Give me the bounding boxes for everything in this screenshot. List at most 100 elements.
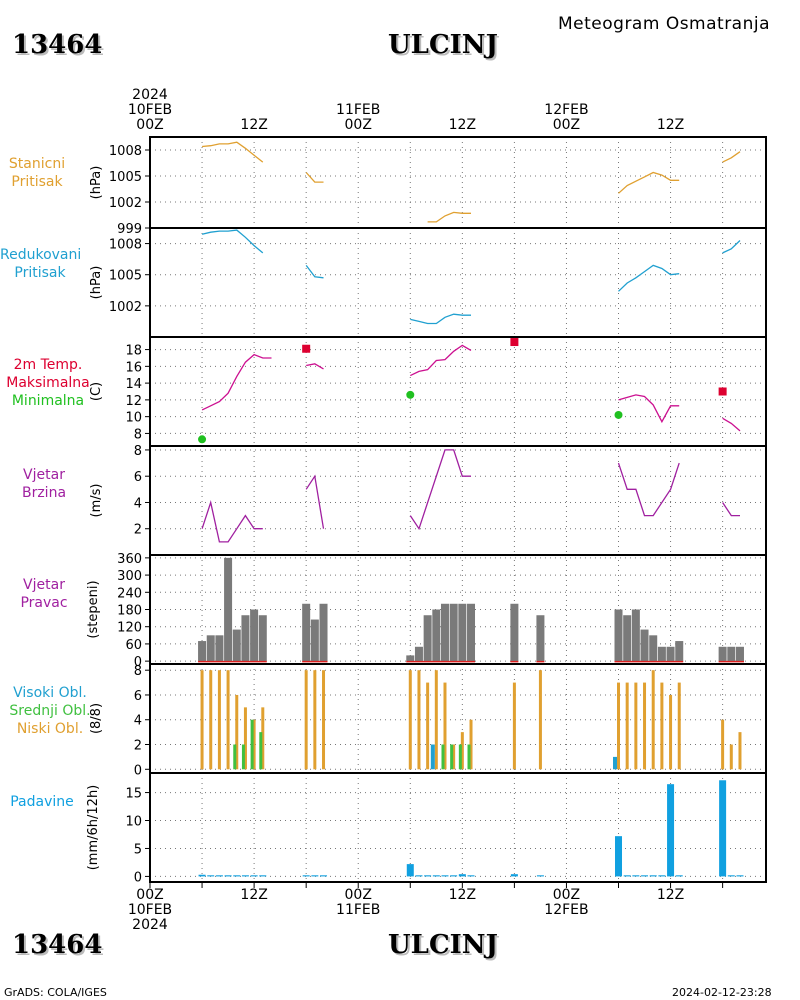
- low-cloud-bar: [617, 682, 621, 770]
- panel-label-temperature: 2m Temp. Maksimalna Minimalna: [0, 356, 96, 410]
- y-tick-label: 5: [134, 842, 142, 857]
- low-cloud-bar: [452, 744, 456, 770]
- tmin-marker: [198, 435, 207, 444]
- y-axis-label: (mm/6h/12h): [86, 785, 101, 871]
- low-cloud-bar: [200, 670, 204, 770]
- wind-speed-line: [201, 500, 263, 543]
- temperature-line: [618, 394, 680, 424]
- time-label-top: 2024: [132, 87, 168, 103]
- panel-label-clouds: Visoki Obl. Srednji Obl. Niski Obl.: [0, 684, 100, 738]
- reduced-pressure-line: [722, 240, 741, 254]
- y-tick-label: 2: [134, 523, 142, 538]
- panel-plot-area: [198, 338, 741, 444]
- wind-direction-bar: [423, 615, 432, 662]
- wind-direction-bar: [302, 603, 311, 662]
- chart-title: Meteogram Osmatranja: [558, 14, 771, 34]
- precip-bar: [406, 864, 414, 877]
- mid-cloud-bar: [241, 744, 245, 770]
- low-cloud-bar: [660, 682, 664, 770]
- precip-bar: [667, 784, 675, 877]
- station-pressure-line: [202, 141, 264, 163]
- wind-direction-bar: [675, 641, 684, 662]
- temperature-line: [201, 353, 272, 411]
- y-axis-label: (m/s): [89, 484, 104, 518]
- y-tick-label: 1008: [109, 238, 142, 253]
- precip-bar: [302, 875, 310, 877]
- precip-bar: [450, 875, 458, 877]
- y-tick-label: 15: [125, 787, 142, 802]
- precip-bar: [623, 875, 631, 877]
- wind-direction-bar: [718, 646, 727, 662]
- panel-plot-area: [201, 449, 740, 543]
- low-cloud-bar: [738, 732, 742, 770]
- precip-bar: [424, 875, 432, 877]
- station-pressure-line: [305, 172, 324, 183]
- reduced-pressure-line: [410, 313, 471, 325]
- low-cloud-bar: [252, 719, 256, 770]
- wind-direction-bar: [406, 655, 415, 662]
- label-line: 2m Temp.: [13, 357, 83, 373]
- time-label-top: 12Z: [449, 117, 476, 133]
- station-pressure-line: [618, 171, 680, 194]
- station-pressure-line: [722, 151, 741, 163]
- time-label-top: 00Z: [345, 117, 372, 133]
- precip-bar: [415, 875, 423, 877]
- y-tick-label: 1005: [109, 170, 142, 185]
- precip-bar: [241, 875, 249, 877]
- precip-bar: [207, 875, 215, 877]
- tmax-marker: [510, 338, 519, 347]
- wind-direction-bar: [215, 635, 224, 662]
- panel-frame: [149, 227, 767, 338]
- y-tick-label: 12: [125, 394, 142, 409]
- low-cloud-bar: [443, 682, 447, 770]
- wind-direction-bar: [631, 609, 640, 662]
- panel-label-reduced-pressure: Redukovani Pritisak: [0, 246, 82, 282]
- panel-plot-area: [200, 670, 742, 770]
- wind-direction-bar: [666, 646, 675, 662]
- y-tick-label: 4: [134, 496, 142, 511]
- precip-bar: [215, 875, 223, 877]
- panel-plot-area: [202, 141, 741, 223]
- mid-cloud-bar: [250, 719, 254, 770]
- y-axis-label: (8/8): [89, 703, 104, 734]
- time-label-top: 10FEB: [128, 102, 172, 118]
- label-line: Minimalna: [11, 393, 85, 409]
- precip-bar: [441, 875, 449, 877]
- wind-direction-bar: [310, 619, 319, 662]
- wind-direction-bar: [536, 615, 545, 662]
- y-tick-label: 8: [134, 444, 142, 459]
- low-cloud-bar: [643, 682, 647, 770]
- precip-bar: [536, 875, 544, 877]
- precip-bar: [259, 875, 267, 877]
- precip-bar: [675, 875, 683, 877]
- y-tick-label: 240: [117, 586, 142, 601]
- low-cloud-bar: [322, 670, 326, 770]
- wind-speed-line: [617, 462, 680, 517]
- low-cloud-bar: [512, 682, 516, 770]
- low-cloud-bar: [669, 694, 673, 770]
- wind-direction-bar: [727, 646, 736, 662]
- label-line: Redukovani: [0, 247, 82, 263]
- reduced-pressure-line: [201, 229, 264, 254]
- y-tick-label: 60: [125, 638, 142, 653]
- wind-direction-bar: [224, 557, 233, 662]
- time-label-top: 11FEB: [336, 102, 380, 118]
- footer-software: GrADS: COLA/IGES: [4, 986, 107, 999]
- time-label-bottom: 00Z: [553, 887, 580, 903]
- time-label-bottom: 12Z: [657, 887, 684, 903]
- y-tick-label: 999: [117, 222, 142, 237]
- low-cloud-bar: [677, 682, 681, 770]
- panel-frame: [149, 336, 767, 447]
- panel-label-station-pressure: Stanicni Pritisak: [4, 155, 70, 191]
- label-line: Pravac: [20, 595, 68, 611]
- y-axis-label: (stepeni): [86, 580, 101, 638]
- precip-bar: [458, 874, 466, 877]
- time-label-bottom: 10FEB: [128, 902, 172, 918]
- precip-bar: [736, 875, 744, 877]
- label-line: Stanicni: [8, 156, 66, 172]
- panel-frame: [149, 772, 767, 883]
- precip-bar: [467, 875, 475, 877]
- precip-bar: [250, 875, 258, 877]
- y-tick-label: 6: [134, 470, 142, 485]
- panel-frame: [149, 136, 767, 229]
